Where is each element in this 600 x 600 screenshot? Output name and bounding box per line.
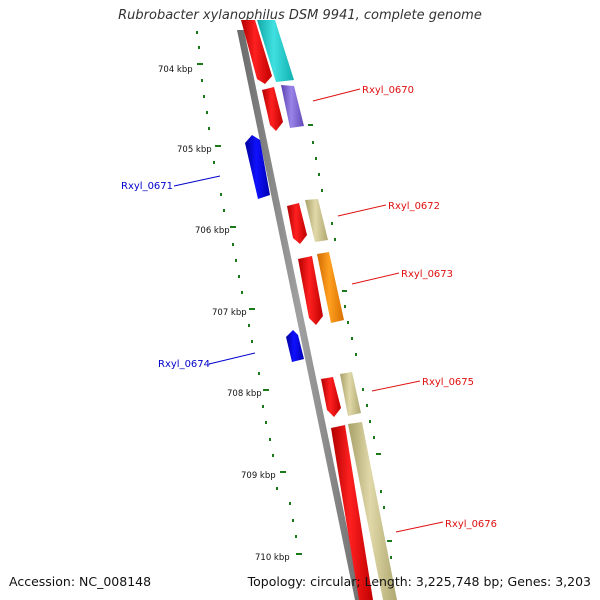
cds-forward-rxyl-0673 [298,256,323,325]
cds-forward-rxyl-0670 [262,87,283,131]
cds-reverse-rxyl-0671 [245,135,270,199]
tick-label: 706 kbp [195,226,230,236]
tick-mark [280,471,286,473]
tick-label: 710 kbp [255,553,290,563]
gene-label-rxyl-0675[interactable]: Rxyl_0675 [422,377,474,388]
gene-label-rxyl-0671[interactable]: Rxyl_0671 [121,181,173,192]
tick-mark [215,145,221,147]
cds-forward-rxyl-0672 [287,203,307,244]
cog-feature-purple [281,85,304,128]
callout-line-rxyl-0671 [173,175,221,187]
gene-label-rxyl-0673[interactable]: Rxyl_0673 [401,269,453,280]
cog-feature-cyan [257,20,294,82]
genome-summary-text: Topology: circular; Length: 3,225,748 bp… [247,574,591,589]
map-title: Rubrobacter xylanophilus DSM 9941, compl… [118,8,482,23]
gene-label-rxyl-0674[interactable]: Rxyl_0674 [158,359,210,370]
gene-label-rxyl-0676[interactable]: Rxyl_0676 [445,519,497,530]
cds-reverse-rxyl-0674 [286,330,304,362]
callout-line-rxyl-0674 [208,352,256,365]
cog-feature-orange [317,252,344,323]
tick-label: 707 kbp [212,308,247,318]
tick-label: 708 kbp [227,389,262,399]
cds-forward-top [241,20,272,84]
tick-mark [263,389,269,391]
callout-line-rxyl-0670 [312,88,361,102]
callout-line-rxyl-0673 [351,272,400,285]
cog-feature-khaki-1 [305,199,328,242]
genome-backbone [237,30,362,600]
gene-label-rxyl-0670[interactable]: Rxyl_0670 [362,85,414,96]
outer-dotted-ring [308,124,392,559]
cog-feature-khaki-2 [340,372,361,416]
tick-mark [230,226,236,228]
accession-text: Accession: NC_008148 [9,574,152,589]
callout-line-rxyl-0675 [371,380,421,392]
tick-label: 705 kbp [177,145,212,155]
cds-forward-rxyl-0675 [321,377,341,417]
inner-dotted-ring [196,31,297,538]
cog-feature-khaki-3 [348,422,397,600]
tick-mark [296,553,302,555]
callout-line-rxyl-0676 [395,521,444,533]
callout-line-rxyl-0672 [337,204,387,217]
tick-mark [197,63,203,65]
cds-forward-rxyl-0676 [331,425,373,600]
gene-callouts[interactable]: Rxyl_0670 Rxyl_0671 Rxyl_0672 Rxyl_0673 … [121,85,497,533]
tick-mark [249,308,255,310]
scale-ticks: 704 kbp 705 kbp 706 kbp 707 kbp 708 kbp … [158,63,302,563]
gene-label-rxyl-0672[interactable]: Rxyl_0672 [388,201,440,212]
tick-label: 704 kbp [158,65,193,75]
tick-label: 709 kbp [241,471,276,481]
